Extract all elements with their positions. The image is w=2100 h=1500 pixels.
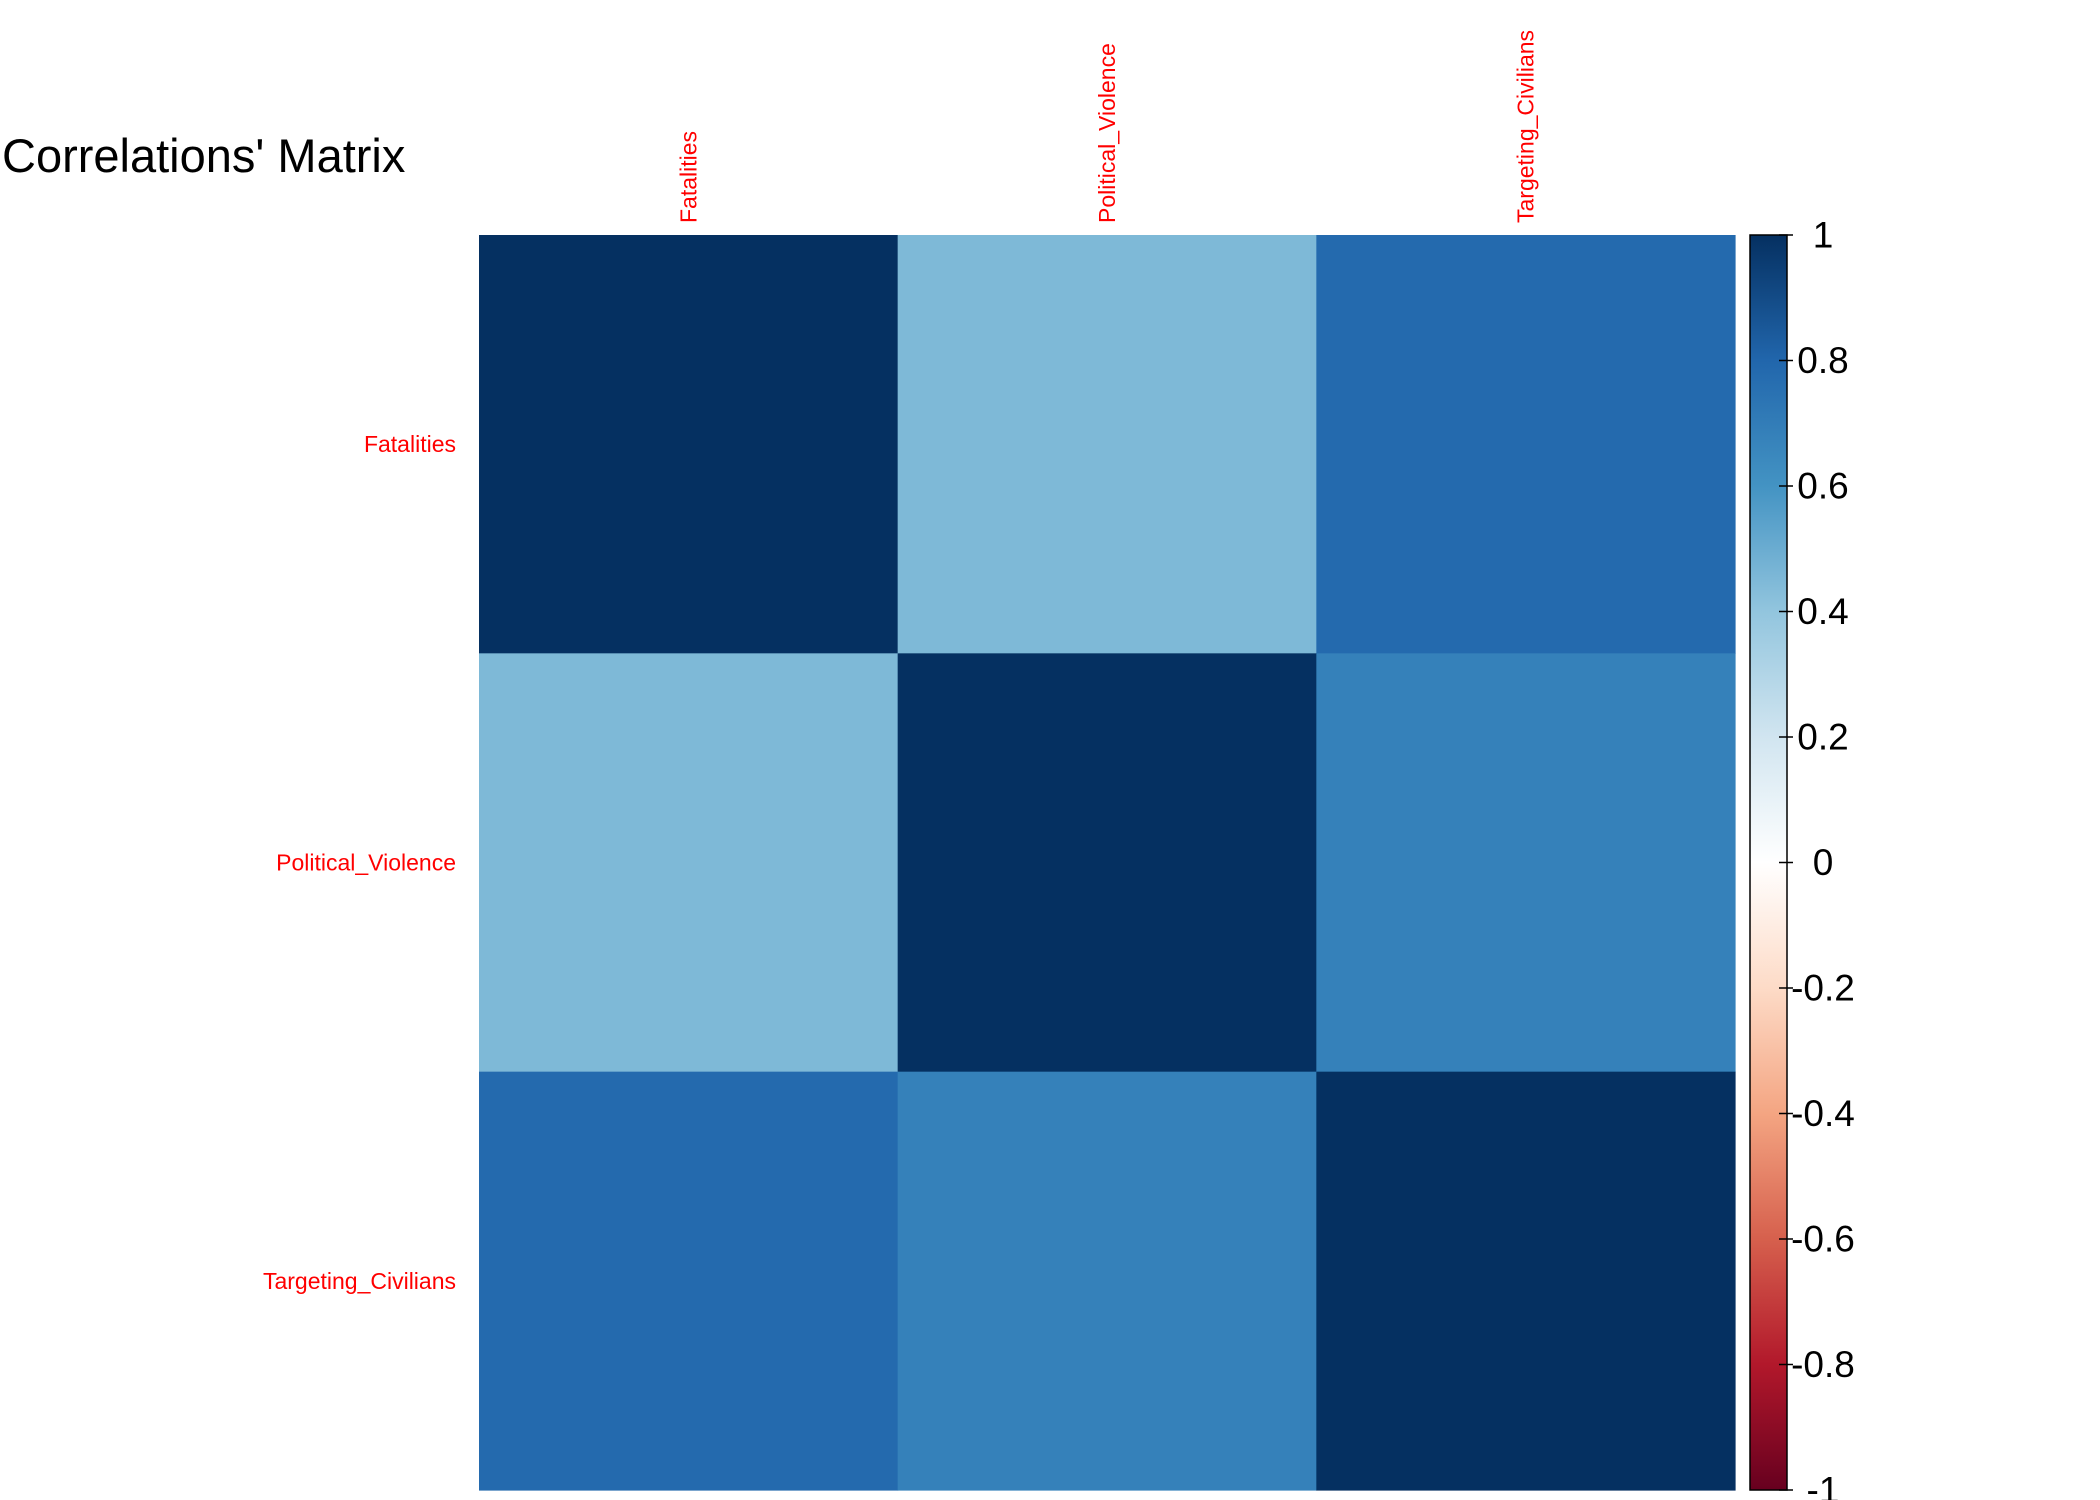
heatmap-cell — [479, 1071, 899, 1491]
column-label: Fatalities — [675, 131, 701, 223]
heatmap-cell — [897, 653, 1317, 1073]
column-label: Political_Violence — [1094, 43, 1120, 223]
heatmap-cell — [897, 1071, 1317, 1491]
heatmap-cell — [479, 653, 899, 1073]
colorbar-tick-label: -0.8 — [1791, 1344, 1855, 1385]
heatmap-cell — [897, 235, 1317, 654]
colorbar-tick-label: 0 — [1813, 842, 1834, 883]
heatmap-cells — [479, 235, 1736, 1491]
colorbar-tick-label: -0.6 — [1791, 1219, 1855, 1260]
column-label: Targeting_Civilians — [1513, 30, 1539, 223]
chart-title: Correlations' Matrix — [2, 129, 405, 182]
colorbar-tick-label: -0.4 — [1791, 1093, 1855, 1134]
heatmap-cell — [479, 235, 899, 654]
color-legend: 1 0.8 0.6 0.4 0.2 0 -0.2 -0.4 -0.6 -0.8 -1 — [1749, 215, 1855, 1500]
row-label: Fatalities — [364, 431, 456, 457]
colorbar-tick-label: 0.2 — [1797, 717, 1848, 758]
heatmap-cell — [1316, 1071, 1736, 1491]
colorbar-tick-label: 1 — [1813, 215, 1834, 256]
column-labels: Fatalities Political_Violence Targeting_Ci… — [675, 30, 1538, 223]
colorbar-tick-label: -0.2 — [1791, 968, 1855, 1009]
colorbar-tick-label: 0.4 — [1797, 591, 1848, 632]
heatmap-cell — [1316, 235, 1736, 654]
row-label: Political_Violence — [276, 850, 456, 876]
colorbar-tick-label: -1 — [1807, 1470, 1840, 1500]
colorbar-tick-label: 0.6 — [1797, 466, 1848, 507]
colorbar-tick-label: 0.8 — [1797, 340, 1848, 381]
row-label: Targeting_Civilians — [263, 1268, 456, 1294]
row-labels: Fatalities Political_Violence Targeting_Ci… — [263, 431, 456, 1294]
heatmap-cell — [1316, 653, 1736, 1073]
